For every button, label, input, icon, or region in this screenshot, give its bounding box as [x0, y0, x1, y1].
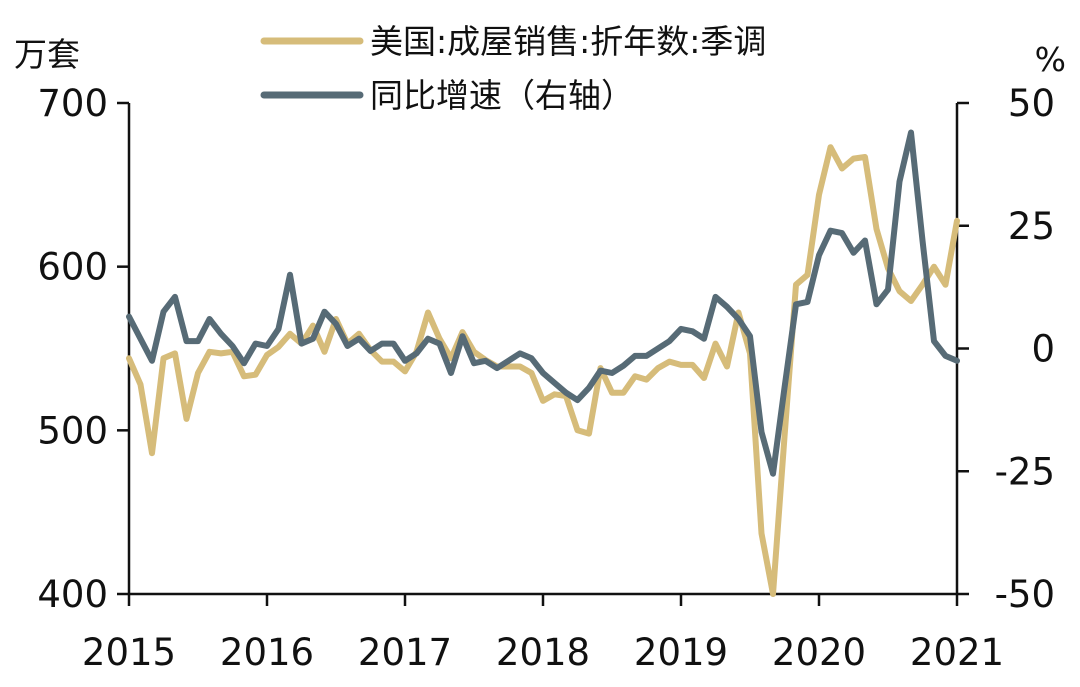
series-line-yoy	[126, 129, 960, 477]
left-tick-label: 500	[37, 409, 108, 452]
left-axis-unit: 万套	[14, 35, 80, 74]
right-tick-label: -25	[995, 450, 1055, 493]
x-tick-label: 2020	[772, 631, 866, 674]
x-tick-label: 2017	[358, 631, 452, 674]
x-tick-label: 2018	[496, 631, 590, 674]
right-axis-ticks: -50 -25 0 25 50	[957, 82, 1055, 616]
legend: 美国:成屋销售:折年数:季调 同比增速（右轴）	[260, 22, 766, 115]
x-axis-ticks: 2015 2016 2017 2018 2019 2020 2021	[82, 594, 1004, 674]
legend-label-sales: 美国:成屋销售:折年数:季调	[370, 22, 766, 61]
legend-label-yoy: 同比增速（右轴）	[370, 76, 634, 115]
right-tick-label: 25	[1008, 205, 1055, 248]
left-axis-ticks: 400 500 600 700	[37, 82, 129, 616]
x-tick-label: 2016	[220, 631, 314, 674]
x-tick-label: 2019	[634, 631, 728, 674]
series-line-sales	[126, 144, 960, 597]
right-tick-label: -50	[995, 573, 1055, 616]
right-tick-label: 0	[1031, 328, 1055, 371]
right-tick-label: 50	[1008, 82, 1055, 125]
x-tick-label: 2021	[910, 631, 1004, 674]
left-tick-label: 400	[37, 573, 108, 616]
left-tick-label: 700	[37, 82, 108, 125]
left-tick-label: 600	[37, 246, 108, 289]
plot-area	[126, 129, 960, 597]
x-tick-label: 2015	[82, 631, 176, 674]
right-axis-unit: %	[1035, 40, 1066, 79]
